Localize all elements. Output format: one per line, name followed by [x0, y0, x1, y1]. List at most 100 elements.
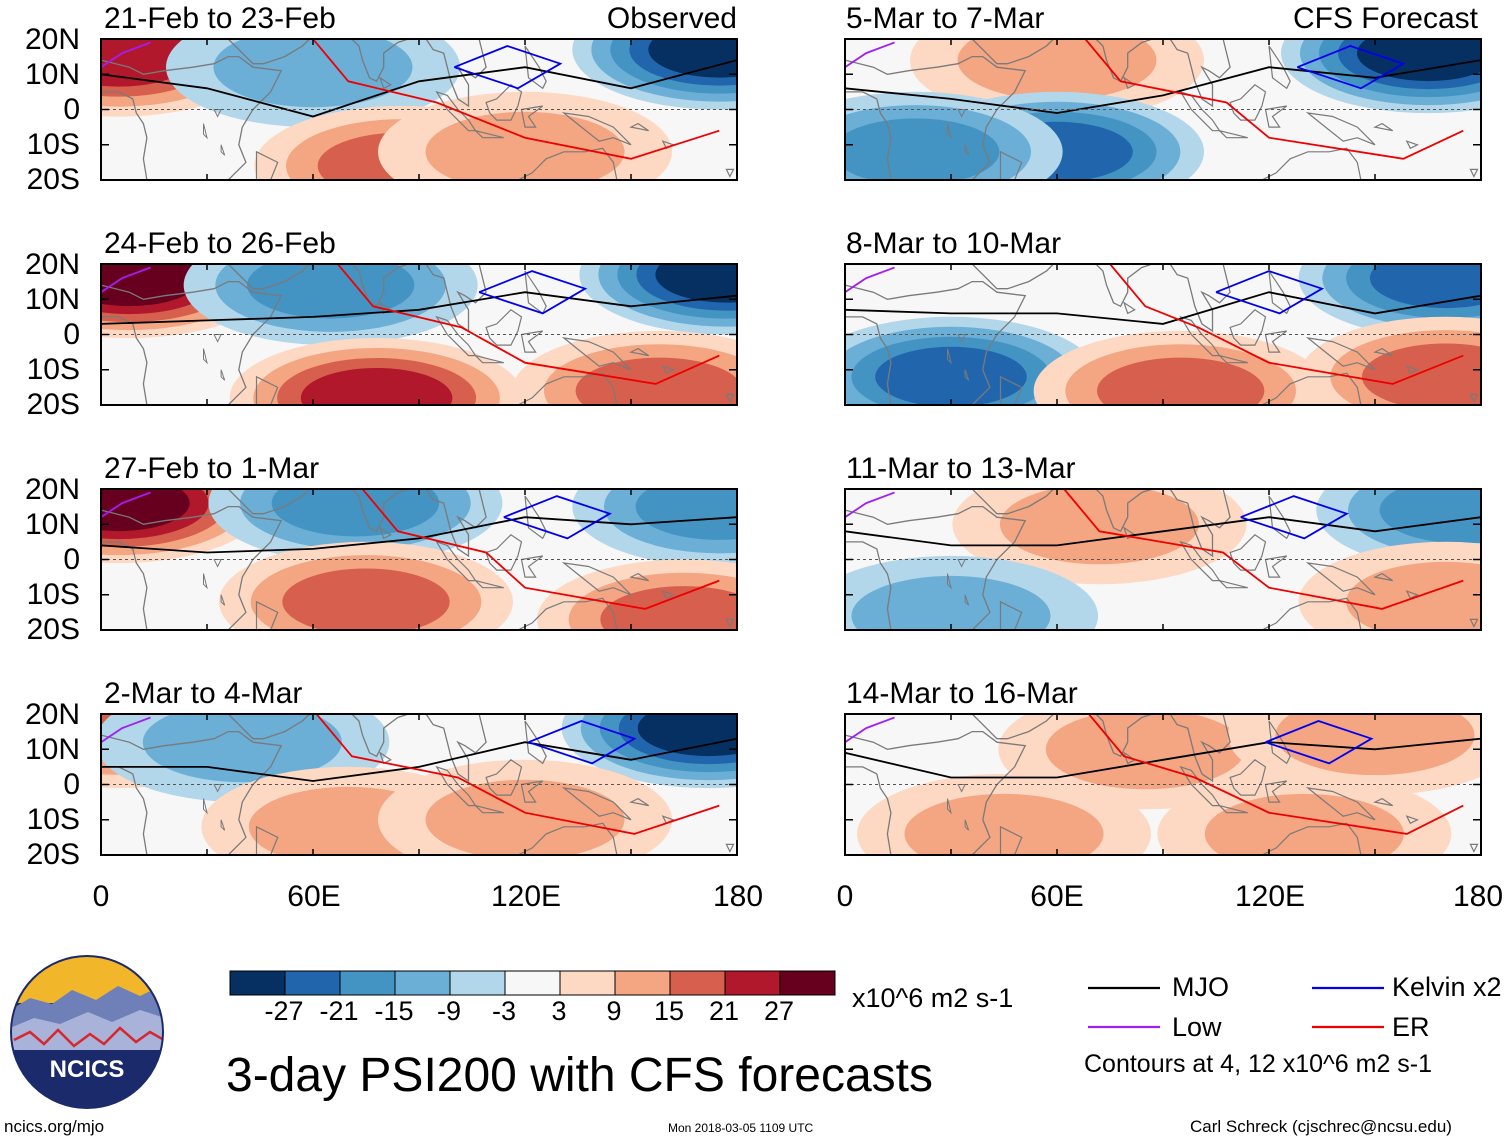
coastline	[971, 714, 1054, 740]
er-contour	[337, 264, 720, 385]
coastline	[1229, 309, 1267, 346]
coastline	[629, 797, 650, 807]
ncics-logo: NCICS	[10, 955, 164, 1109]
lake-outline	[947, 123, 952, 140]
map-panel	[844, 38, 1482, 181]
lat-label: 20S	[26, 388, 80, 421]
lat-label: 10N	[24, 283, 80, 316]
low-contour	[845, 491, 895, 518]
lake-outline	[964, 594, 970, 606]
lake-outline	[220, 369, 226, 381]
coastline	[999, 150, 1023, 180]
coastline	[524, 45, 547, 90]
anomaly-shading	[1357, 39, 1481, 82]
coastline	[1469, 168, 1479, 178]
kelvin-contour	[1265, 720, 1374, 765]
coastline	[227, 714, 310, 740]
coastline	[725, 168, 735, 178]
lat-label: 20N	[24, 473, 80, 506]
colorbar-tick-label: -3	[491, 996, 516, 1026]
er-contour	[1109, 264, 1464, 385]
lat-label: 0	[63, 93, 80, 126]
lake-outline	[203, 798, 208, 815]
coastline	[1264, 555, 1288, 578]
lake-outline	[964, 819, 970, 831]
panel-title-1: 21-Feb to 23-Feb	[104, 2, 336, 35]
lat-label: 10N	[24, 733, 80, 766]
coastline	[1217, 129, 1248, 139]
timestamp: Mon 2018-03-05 1109 UTC	[668, 1121, 814, 1135]
anomaly-shading	[271, 489, 440, 537]
coastline	[1217, 579, 1248, 589]
anomaly-shading	[1275, 714, 1475, 776]
coastline	[425, 714, 487, 783]
lon-label: 120E	[1234, 880, 1306, 913]
coastline	[334, 39, 409, 83]
panel-title-7: 11-Mar to 13-Mar	[846, 452, 1076, 485]
panel-title-5: 5-Mar to 7-Mar	[846, 2, 1045, 35]
er-contour	[315, 714, 720, 835]
colorbar-swatch	[669, 970, 726, 996]
panel-title-6: 8-Mar to 10-Mar	[846, 227, 1062, 260]
colorbar-swatch	[339, 970, 396, 996]
colorbar-swatch	[724, 970, 781, 996]
coastline	[473, 354, 504, 364]
lat-label: 10S	[26, 803, 80, 836]
colorbar-swatch	[779, 970, 836, 996]
contours-note: Contours at 4, 12 x10^6 m2 s-1	[1084, 1050, 1433, 1078]
lat-label: 10S	[26, 578, 80, 611]
coastline	[473, 129, 504, 139]
kelvin-contour	[1215, 270, 1325, 315]
panel-title-3: 27-Feb to 1-Mar	[104, 452, 320, 485]
colorbar-tick-label: 9	[606, 996, 622, 1026]
anomaly-shading	[637, 714, 737, 757]
low-contour	[101, 41, 151, 68]
low-contour	[101, 266, 151, 293]
low-contour	[101, 491, 151, 518]
coastline	[1305, 337, 1376, 371]
colorbar-tick-label: 27	[763, 996, 795, 1026]
coastline	[524, 270, 547, 315]
main-title: 3-day PSI200 with CFS forecasts	[226, 1049, 933, 1102]
coastline	[1229, 534, 1267, 571]
lake-outline	[964, 144, 970, 156]
colorbar-units: x10^6 m2 s-1	[852, 983, 1014, 1013]
coastline	[1078, 489, 1153, 533]
coastline	[255, 150, 279, 180]
coastline	[334, 489, 409, 533]
anomaly-shading	[1204, 793, 1404, 855]
coastline	[1217, 804, 1248, 814]
map-panel	[100, 38, 738, 181]
coastline	[629, 122, 650, 132]
lake-outline	[220, 144, 226, 156]
legend-label-low: Low	[1172, 1012, 1222, 1042]
map-panel	[100, 713, 738, 856]
coastline	[378, 751, 392, 765]
coastline	[227, 264, 310, 290]
coastline	[425, 39, 487, 108]
coastline	[1373, 122, 1394, 132]
anomaly-shading	[575, 357, 737, 405]
low-contour	[845, 266, 895, 293]
coastline	[999, 825, 1023, 855]
coastline	[1469, 393, 1479, 403]
coastline	[1169, 39, 1231, 108]
colorbar-tick-label: 3	[551, 996, 567, 1026]
lat-label: 10N	[24, 508, 80, 541]
kelvin-contour	[503, 495, 612, 540]
low-contour	[845, 716, 895, 743]
coastline	[1169, 264, 1231, 333]
anomaly-shading	[845, 118, 1000, 180]
coastline	[629, 572, 650, 582]
colorbar-swatch	[449, 970, 506, 996]
map-panel	[844, 263, 1482, 406]
coastline	[845, 730, 1027, 855]
anomaly-shading	[425, 111, 625, 180]
lat-label: 10S	[26, 128, 80, 161]
low-contour	[845, 41, 895, 68]
coastline	[561, 337, 632, 371]
kelvin-contour	[1240, 495, 1349, 540]
coastline	[503, 372, 618, 405]
coastline	[520, 330, 544, 353]
coastline	[334, 264, 409, 308]
